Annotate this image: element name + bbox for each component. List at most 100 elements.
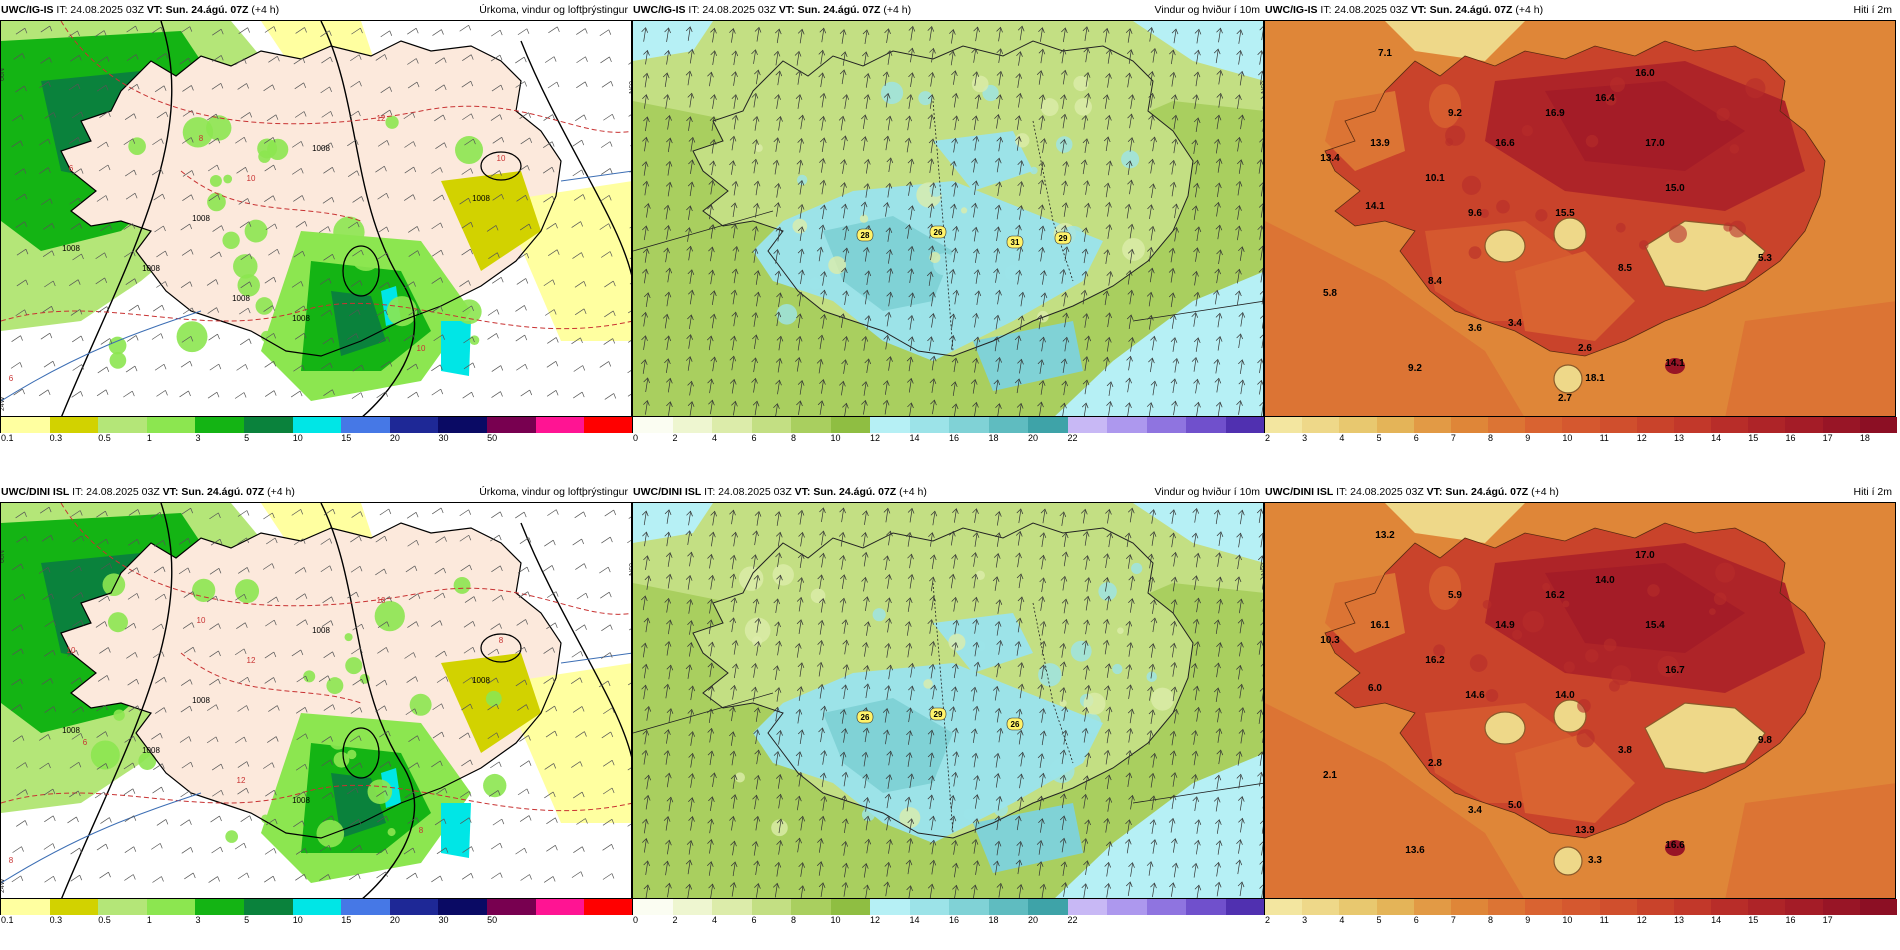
colorbar <box>632 417 1265 433</box>
colorbar-tick-label: 0.5 <box>98 915 111 925</box>
temperature-contour-label: 10 <box>67 646 76 655</box>
colorbar-swatch <box>292 417 342 433</box>
temperature-contour-label: 6 <box>69 164 74 173</box>
colorbar-swatch <box>1599 899 1637 915</box>
init-time: IT: 24.08.2025 03Z <box>1320 4 1408 16</box>
temperature-contour-label: 8 <box>419 826 424 835</box>
panel-header: UWC/IG-IS IT: 24.08.2025 03Z VT: Sun. 24… <box>632 0 1264 20</box>
gust-max-marker: 29 <box>1054 231 1072 245</box>
colorbar-tick-label: 13 <box>1673 915 1684 925</box>
colorbar-swatch <box>633 899 673 915</box>
temperature-value: 13.2 <box>1375 530 1395 541</box>
colorbar-tick-label: 20 <box>1028 433 1039 443</box>
temperature-value: 2.1 <box>1323 770 1337 781</box>
temperature-value: 3.3 <box>1588 855 1602 866</box>
colorbar-tick-label: 9 <box>1525 915 1531 925</box>
colorbar-swatch <box>791 417 831 433</box>
gust-max-value: 31 <box>1011 238 1020 247</box>
colorbar-swatch <box>1636 417 1674 433</box>
isobar-label: 1008 <box>312 144 330 153</box>
temperature-value: 3.6 <box>1468 323 1482 334</box>
lead-time: (+4 h) <box>899 486 927 498</box>
colorbar-tick-label: 17 <box>1822 915 1833 925</box>
colorbar-tick-label: 0 <box>633 433 639 443</box>
colorbar-tick-label: 0.1 <box>1 915 14 925</box>
gust-max-marker: 31 <box>1006 235 1024 249</box>
colorbar-tick-label: 16 <box>1785 433 1796 443</box>
temperature-value: 17.0 <box>1635 550 1655 561</box>
colorbar-swatch <box>1107 899 1147 915</box>
longitude-label: 24W <box>1 878 6 893</box>
temperature-value: 3.4 <box>1468 805 1482 816</box>
colorbar-swatch <box>949 417 989 433</box>
colorbar-swatch <box>341 417 390 433</box>
temperature-value: 16.9 <box>1545 108 1565 119</box>
colorbar-tick-label: 18 <box>988 433 999 443</box>
valid-time-label: VT: <box>146 4 163 16</box>
colorbar-swatch <box>244 899 293 915</box>
colorbar-swatch <box>1339 899 1377 915</box>
isobar-label: 1008 <box>62 726 80 735</box>
temperature-contour-label: 12 <box>377 114 386 123</box>
map-canvas: 28 26 31 29 69N <box>632 20 1264 417</box>
colorbar-tick-label: 10 <box>292 915 303 925</box>
colorbar-swatch <box>1785 899 1823 915</box>
colorbar-tick-label: 0.3 <box>49 433 63 443</box>
valid-time: Sun. 24.ágú. 07Z <box>797 4 881 16</box>
colorbar-swatch <box>244 417 293 433</box>
panel-run-info: UWC/IG-IS IT: 24.08.2025 03Z VT: Sun. 24… <box>633 0 911 20</box>
colorbar-tick-label: 0 <box>633 915 639 925</box>
map-panel-precip: UWC/IG-IS IT: 24.08.2025 03Z VT: Sun. 24… <box>0 0 633 445</box>
panel-run-info: UWC/DINI ISL IT: 24.08.2025 03Z VT: Sun.… <box>1 482 295 502</box>
colorbar-tick-label: 16 <box>949 915 960 925</box>
isobar-label: 1008 <box>472 676 490 685</box>
temperature-contour-label: 10 <box>247 174 256 183</box>
colorbar-swatch <box>1028 899 1068 915</box>
colorbar-tick-label: 15 <box>1748 915 1759 925</box>
colorbar-tick-label: 13 <box>1673 433 1684 443</box>
colorbar-tick-label: 10 <box>1562 915 1573 925</box>
gust-max-marker: 26 <box>929 225 947 239</box>
init-time: IT: 24.08.2025 03Z <box>1336 486 1424 498</box>
colorbar <box>1264 417 1897 433</box>
colorbar-swatch <box>672 899 712 915</box>
init-time: IT: 24.08.2025 03Z <box>72 486 160 498</box>
colorbar-swatch <box>988 899 1028 915</box>
temperature-value: 14.1 <box>1665 358 1685 369</box>
temperature-contour-label: 8 <box>9 856 14 865</box>
colorbar-tick-label: 6 <box>751 433 757 443</box>
colorbar-swatch <box>146 417 196 433</box>
colorbar-tick-label: 2 <box>672 433 678 443</box>
colorbar-tick-label: 17 <box>1822 433 1833 443</box>
colorbar-tick-label: 11 <box>1599 915 1609 925</box>
temperature-value: 14.0 <box>1595 575 1615 586</box>
temperature-contour-label: 12 <box>237 776 246 785</box>
colorbar-tick-label: 20 <box>389 433 400 443</box>
colorbar-swatch <box>1146 417 1186 433</box>
colorbar-swatch <box>535 417 585 433</box>
temperature-contour-label: 10 <box>197 616 206 625</box>
lead-time: (+4 h) <box>251 4 280 16</box>
variable-title: Vindur og hviður í 10m <box>1154 486 1260 498</box>
lead-time: (+4 h) <box>267 486 295 498</box>
colorbar-swatch <box>389 417 439 433</box>
colorbar-tick-label: 4 <box>1339 433 1345 443</box>
colorbar-swatch <box>535 899 585 915</box>
colorbar-tick-label: 0.3 <box>49 915 63 925</box>
temperature-value: 9.2 <box>1408 363 1422 374</box>
gust-max-marker: 28 <box>856 228 874 242</box>
variable-title: Úrkoma, vindur og loftþrýstingur <box>479 486 628 498</box>
colorbar-tick-label: 10 <box>830 433 841 443</box>
temperature-contour-label: 10 <box>417 344 426 353</box>
colorbar-swatch <box>195 899 245 915</box>
latitude-label: 69N <box>627 81 632 94</box>
latitude-label: 66N <box>1 550 6 563</box>
colorbar-swatch <box>1450 417 1489 433</box>
isobar-label: 1008 <box>142 746 160 755</box>
isobar-label: 1008 <box>192 214 210 223</box>
temperature-value: 13.6 <box>1405 845 1425 856</box>
temperature-value: 8.5 <box>1618 263 1632 274</box>
isobar-label: 1008 <box>232 294 250 303</box>
model-name: UWC/IG-IS <box>1265 4 1318 16</box>
colorbar-swatch <box>438 417 488 433</box>
